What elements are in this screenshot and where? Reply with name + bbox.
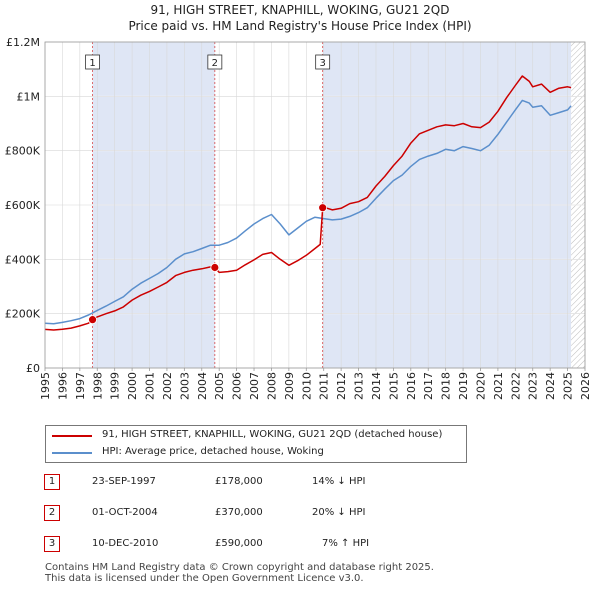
sale-point <box>88 315 97 325</box>
x-tick-label: 2018 <box>440 372 453 400</box>
sale-date: 10-DEC-2010 <box>92 538 159 549</box>
x-tick-label: 2021 <box>492 372 505 400</box>
sale-date: 01-OCT-2004 <box>92 507 158 518</box>
table-row: 3 10-DEC-2010 £590,000 7% ↑ HPI <box>40 534 580 554</box>
chart-subtitle: Price paid vs. HM Land Registry's House … <box>128 19 472 33</box>
x-tick-label: 2023 <box>527 372 540 400</box>
price-paid-series-line <box>44 75 572 331</box>
plot-border <box>44 41 586 369</box>
legend-item-price: 91, HIGH STREET, KNAPHILL, WOKING, GU21 … <box>46 428 466 444</box>
x-tick-label: 2008 <box>265 372 278 400</box>
x-tick-label: 1996 <box>56 372 69 400</box>
legend-price-label: 91, HIGH STREET, KNAPHILL, WOKING, GU21 … <box>102 429 443 440</box>
x-tick-label: 2005 <box>213 372 226 400</box>
x-tick-label: 2009 <box>283 372 296 400</box>
chart-title: 91, HIGH STREET, KNAPHILL, WOKING, GU21 … <box>150 3 450 17</box>
hpi-series-line <box>44 99 572 325</box>
x-tick-label: 2020 <box>474 372 487 400</box>
legend-hpi-swatch <box>52 452 92 454</box>
x-tick-label: 1999 <box>109 372 122 400</box>
sale-point <box>318 203 328 213</box>
footer-copyright: Contains HM Land Registry data © Crown c… <box>45 562 434 573</box>
table-row: 2 01-OCT-2004 £370,000 20% ↓ HPI <box>40 503 580 523</box>
sale-badge: 3 <box>44 536 60 552</box>
x-tick-label: 2015 <box>387 372 400 400</box>
sale-marker-box <box>315 54 331 70</box>
x-tick-label: 1995 <box>39 372 52 400</box>
footer-license: This data is licensed under the Open Gov… <box>45 573 364 584</box>
x-tick-label: 2010 <box>300 372 313 400</box>
x-tick-label: 1998 <box>91 372 104 400</box>
x-tick-label: 2016 <box>405 372 418 400</box>
x-tick-label: 2006 <box>231 372 244 400</box>
y-tick-label: £400K <box>5 253 41 266</box>
x-tick-label: 1997 <box>74 372 87 400</box>
legend-price-swatch <box>52 435 92 437</box>
sale-marker-box <box>207 54 223 70</box>
sale-badge: 2 <box>44 505 60 521</box>
x-tick-label: 2003 <box>178 372 191 400</box>
footer: Contains HM Land Registry data © Crown c… <box>45 562 434 584</box>
y-tick-label: £200K <box>5 308 41 321</box>
x-tick-label: 2004 <box>196 372 209 400</box>
y-tick-label: £800K <box>5 145 41 158</box>
x-tick-label: 2007 <box>248 372 261 400</box>
sale-hpi-change: 7% ↑ HPI <box>322 538 370 549</box>
sale-hpi-change: 20% ↓ HPI <box>312 507 366 518</box>
sale-marker-box <box>85 54 100 70</box>
x-tick-label: 2011 <box>318 372 331 400</box>
legend-hpi-label: HPI: Average price, detached house, Woki… <box>102 446 324 457</box>
sale-marker-number: 1 <box>89 58 95 69</box>
sale-price: £178,000 <box>215 476 263 487</box>
x-tick-label: 2002 <box>161 372 174 400</box>
x-tick-label: 2025 <box>562 372 575 400</box>
legend-item-hpi: HPI: Average price, detached house, Woki… <box>46 445 466 461</box>
x-tick-label: 2026 <box>579 372 592 400</box>
sale-point <box>210 263 220 272</box>
price-chart: 1 2 3 £0 £200K £400K £600K £800K £1M £1.2M 1995 19… <box>5 36 592 400</box>
x-tick-label: 2000 <box>126 372 139 400</box>
x-tick-label: 2024 <box>544 372 557 400</box>
x-tick-label: 2017 <box>422 372 435 400</box>
sale-marker-number: 3 <box>319 58 325 69</box>
sale-marker-number: 2 <box>212 58 218 69</box>
x-tick-label: 2012 <box>335 372 348 400</box>
x-tick-label: 2014 <box>370 372 383 400</box>
sale-price: £370,000 <box>215 507 263 518</box>
legend: 91, HIGH STREET, KNAPHILL, WOKING, GU21 … <box>45 425 467 463</box>
x-tick-label: 2022 <box>509 372 522 400</box>
y-tick-label: £600K <box>5 199 41 212</box>
sale-hpi-change: 14% ↓ HPI <box>312 476 366 487</box>
sale-date: 23-SEP-1997 <box>92 476 156 487</box>
y-tick-label: £1.2M <box>6 36 40 49</box>
sale-price: £590,000 <box>215 538 263 549</box>
x-tick-label: 2001 <box>144 372 157 400</box>
table-row: 1 23-SEP-1997 £178,000 14% ↓ HPI <box>40 472 580 492</box>
y-tick-label: £1M <box>17 90 41 103</box>
sale-badge: 1 <box>44 474 60 490</box>
y-tick-label: £0 <box>26 362 40 375</box>
x-tick-label: 2013 <box>353 372 366 400</box>
x-tick-label: 2019 <box>457 372 470 400</box>
